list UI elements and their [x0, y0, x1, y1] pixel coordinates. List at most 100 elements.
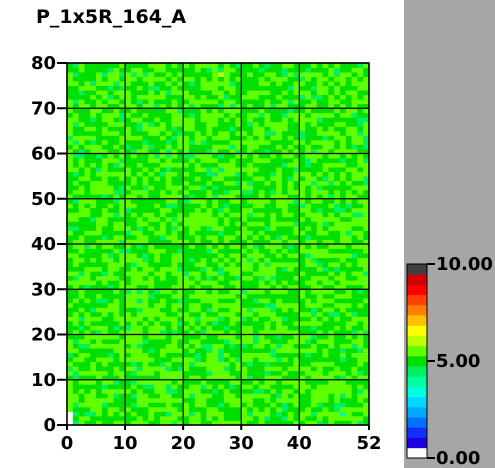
heatmap-cell	[351, 307, 358, 313]
heatmap-cell	[264, 126, 271, 132]
heatmap-cell	[316, 63, 323, 68]
heatmap-cell	[142, 72, 149, 77]
heatmap-cell	[177, 320, 184, 326]
heatmap-cell	[84, 176, 91, 182]
heatmap-cell	[276, 117, 283, 123]
heatmap-cell	[345, 158, 352, 163]
heatmap-cell	[276, 397, 283, 403]
heatmap-cell	[252, 339, 260, 344]
heatmap-cell	[96, 284, 103, 290]
heatmap-cell	[287, 130, 294, 136]
heatmap-cell	[183, 402, 190, 408]
heatmap-cell	[171, 212, 178, 218]
heatmap-cell	[159, 212, 167, 218]
heatmap-cell	[345, 108, 352, 114]
heatmap-cell	[148, 298, 155, 304]
heatmap-cell	[287, 103, 294, 109]
heatmap-cell	[119, 99, 126, 105]
heatmap-cell	[206, 76, 213, 82]
heatmap-cell	[183, 384, 190, 390]
heatmap-cell	[188, 266, 196, 272]
heatmap-cell	[200, 244, 207, 249]
heatmap-cell	[212, 189, 219, 195]
heatmap-cell	[247, 225, 254, 231]
heatmap-cell	[194, 180, 201, 186]
heatmap-cell	[72, 207, 80, 213]
heatmap-cell	[258, 198, 265, 204]
heatmap-cell	[235, 176, 242, 182]
heatmap-cell	[328, 198, 335, 204]
heatmap-cell	[125, 411, 132, 417]
heatmap-cell	[223, 221, 231, 227]
heatmap-cell	[183, 194, 190, 200]
heatmap-cell	[293, 384, 300, 390]
heatmap-cell	[113, 384, 120, 390]
heatmap-cell	[281, 348, 289, 353]
heatmap-cell	[218, 67, 225, 73]
heatmap-cell	[252, 185, 260, 191]
heatmap-cell	[310, 352, 318, 358]
heatmap-cell	[351, 171, 358, 177]
heatmap-cell	[78, 388, 85, 394]
heatmap-cell	[206, 370, 213, 376]
heatmap-cell	[351, 153, 358, 159]
heatmap-cell	[229, 139, 236, 145]
heatmap-cell	[188, 388, 196, 394]
heatmap-cell	[171, 194, 178, 200]
heatmap-cell	[334, 339, 341, 344]
heatmap-cell	[305, 248, 312, 254]
heatmap-cell	[264, 325, 271, 331]
heatmap-cell	[113, 230, 120, 236]
heatmap-cell	[310, 262, 318, 268]
heatmap-cell	[159, 207, 167, 213]
heatmap-cell	[235, 325, 242, 331]
heatmap-cell	[357, 289, 364, 295]
heatmap-cell	[101, 189, 109, 195]
heatmap-cell	[293, 76, 300, 82]
heatmap-cell	[136, 370, 143, 376]
heatmap-cell	[171, 357, 178, 363]
heatmap-cell	[130, 167, 138, 172]
heatmap-cell	[188, 420, 196, 426]
heatmap-cell	[247, 76, 254, 82]
heatmap-cell	[310, 99, 318, 105]
heatmap-cell	[305, 212, 312, 218]
heatmap-cell	[113, 280, 120, 286]
heatmap-cell	[101, 316, 109, 322]
heatmap-cell	[235, 361, 242, 367]
heatmap-cell	[305, 262, 312, 268]
heatmap-cell	[78, 180, 85, 186]
heatmap-cell	[107, 85, 114, 91]
heatmap-cell	[194, 207, 201, 213]
heatmap-cell	[252, 379, 260, 385]
heatmap-cell	[264, 130, 271, 136]
heatmap-cell	[223, 284, 231, 290]
heatmap-cell	[293, 293, 300, 299]
heatmap-cell	[328, 248, 335, 254]
heatmap-cell	[328, 366, 335, 372]
heatmap-cell	[90, 325, 97, 331]
heatmap-cell	[119, 153, 126, 159]
heatmap-cell	[310, 357, 318, 363]
heatmap-cell	[316, 207, 323, 213]
heatmap-cell	[316, 293, 323, 299]
heatmap-cell	[218, 293, 225, 299]
heatmap-cell	[316, 357, 323, 363]
heatmap-cell	[165, 126, 172, 132]
heatmap-cell	[90, 103, 97, 109]
heatmap-cell	[159, 135, 167, 141]
heatmap-cell	[165, 370, 172, 376]
heatmap-cell	[72, 203, 80, 209]
heatmap-cell	[339, 135, 347, 141]
heatmap-cell	[107, 207, 114, 213]
heatmap-cell	[183, 244, 190, 249]
heatmap-cell	[206, 384, 213, 390]
heatmap-cell	[322, 203, 329, 209]
heatmap-cell	[159, 361, 167, 367]
heatmap-cell	[264, 81, 271, 87]
heatmap-cells	[67, 63, 370, 426]
heatmap-cell	[310, 167, 318, 172]
heatmap-cell	[305, 397, 312, 403]
heatmap-cell	[363, 221, 370, 227]
heatmap-cell	[270, 370, 277, 376]
